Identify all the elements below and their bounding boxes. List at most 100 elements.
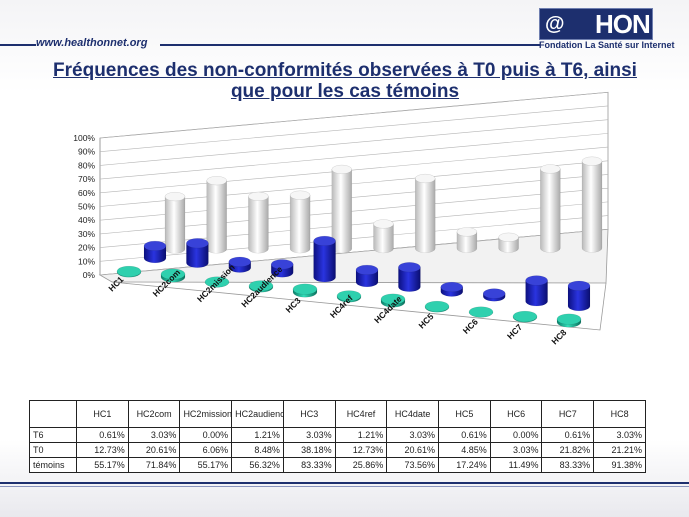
table-row: T0 12.73% 20.61% 6.06% 8.48% 38.18% 12.73% 20.6… [29, 442, 646, 458]
bar-t0 [525, 275, 548, 307]
table-cell: 12.73% [334, 442, 388, 458]
table-cell: 21.82% [541, 442, 595, 458]
grid-layer [98, 91, 609, 331]
bar-t0 [398, 262, 421, 292]
column-header: HC6 [489, 400, 543, 428]
table-cell: 83.33% [541, 457, 595, 473]
y-tick-label: 100% [73, 133, 95, 143]
hon-logo: @ HON Fondation La Santé sur Internet [539, 8, 675, 52]
bar-temoins [456, 227, 478, 253]
table-cell: 11.49% [489, 457, 543, 473]
table-corner-cell [29, 400, 77, 428]
table-cell: 3.03% [282, 427, 336, 443]
y-tick-label: 70% [78, 174, 95, 184]
row-label: T0 [29, 442, 77, 458]
column-header: HC4ref [334, 400, 388, 428]
bar-t0 [440, 281, 463, 297]
table-cell: 71.84% [127, 457, 181, 473]
floor-edge [111, 281, 607, 331]
bar-layer [116, 156, 603, 328]
table-cell: 56.32% [231, 457, 284, 473]
y-tick-label: 0% [83, 270, 96, 280]
bar-t0 [271, 259, 294, 278]
y-tick-label: 20% [78, 243, 95, 253]
gridline [99, 146, 609, 194]
at-icon: @ [545, 13, 565, 35]
table-cell: 3.03% [593, 427, 646, 443]
bar-t6 [512, 310, 538, 323]
bar-temoins [581, 156, 603, 253]
table-cell: 20.61% [386, 442, 440, 458]
column-header: HC5 [438, 400, 491, 428]
table-cell: 38.18% [282, 442, 336, 458]
bar-t6 [292, 283, 318, 298]
bar-t6 [248, 280, 274, 293]
y-tick-label: 30% [78, 229, 95, 239]
x-tick-label: HC7 [505, 322, 524, 341]
table-cell: 55.17% [76, 457, 129, 473]
row-label: T6 [29, 427, 77, 443]
bar-t0 [143, 240, 167, 264]
table-cell: 73.56% [386, 457, 440, 473]
page-title: Fréquences des non-conformités observées… [53, 60, 637, 102]
bar-t0 [313, 235, 336, 283]
table-cell: 0.00% [489, 427, 543, 443]
column-header: HC2com [127, 400, 181, 428]
x-tick-label: HC8 [549, 327, 568, 346]
logo-subtitle: Fondation La Santé sur Internet [539, 40, 675, 50]
table-cell: 91.38% [593, 457, 646, 473]
y-tick-label: 90% [78, 147, 95, 157]
header-rule [160, 44, 540, 46]
column-header: HC1 [76, 400, 129, 428]
table-cell: 0.00% [179, 427, 233, 443]
table-cell: 3.03% [386, 427, 440, 443]
bar-temoins [540, 164, 561, 253]
table-cell: 17.24% [438, 457, 491, 473]
table-cell: 20.61% [127, 442, 181, 458]
y-tick-labels: 0% 10% 20% 30% 40% 50% 60% 70% 80% 90% 100% [73, 133, 95, 280]
table-row: T6 0.61% 3.03% 0.00% 1.21% 3.03% 1.21% 3.03% 0.6… [29, 427, 646, 443]
bar-t6 [424, 300, 450, 313]
bar-temoins [373, 219, 394, 254]
y-tick-label: 40% [78, 215, 95, 225]
table-cell: 12.73% [76, 442, 129, 458]
bar-t0 [228, 256, 252, 273]
bar-t0 [483, 288, 506, 302]
table-cell: 83.33% [282, 457, 336, 473]
bar-t6 [336, 290, 362, 303]
bar-temoins [206, 176, 227, 254]
x-tick-label: HC5 [416, 311, 435, 330]
table-cell: 1.21% [231, 427, 284, 443]
logo-text: HON [595, 9, 651, 39]
x-tick-label: HC6 [461, 317, 480, 336]
bar-temoins [498, 232, 519, 253]
column-header: HC3 [282, 400, 336, 428]
y-tick-label: 60% [78, 188, 95, 198]
data-table-body: HC1HC2comHC2missionHC2audienceHC3HC4refH… [29, 400, 646, 473]
bar-t0 [567, 280, 591, 312]
bar-t6 [556, 313, 582, 328]
table-cell: 4.85% [438, 442, 491, 458]
column-header: HC2mission [179, 400, 233, 428]
table-header-row: HC1HC2comHC2missionHC2audienceHC3HC4refH… [29, 400, 646, 428]
gridline [99, 105, 609, 152]
site-url[interactable]: www.healthonnet.org [36, 37, 148, 49]
gridline [99, 91, 609, 139]
gridline [99, 228, 609, 276]
table-cell: 0.61% [438, 427, 491, 443]
table-cell: 3.03% [127, 427, 181, 443]
header-rule-left [0, 44, 36, 46]
bar-temoins [331, 164, 352, 254]
table-cell: 1.21% [334, 427, 388, 443]
gridline [99, 215, 609, 262]
table-cell: 25.86% [334, 457, 388, 473]
bar-temoins [415, 173, 436, 253]
table-cell: 3.03% [489, 442, 543, 458]
y-tick-label: 10% [78, 256, 95, 266]
y-tick-label: 50% [78, 202, 95, 212]
bar-temoins [164, 191, 186, 254]
footer-rule [0, 482, 689, 484]
column-header: HC7 [541, 400, 595, 428]
column-header: HC4date [386, 400, 440, 428]
